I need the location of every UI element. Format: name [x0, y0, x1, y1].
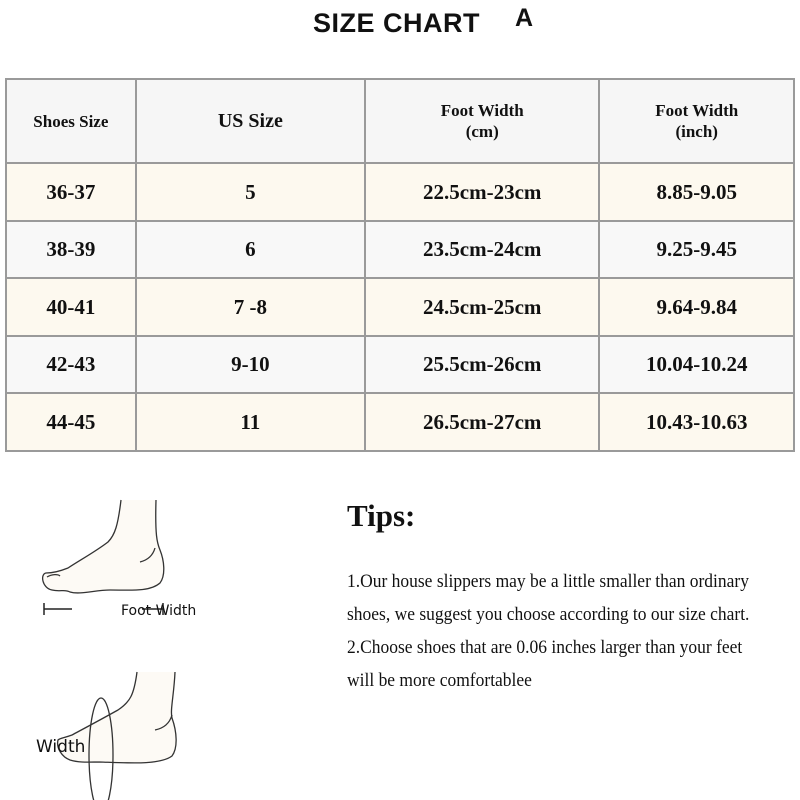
- header-foot-width-inch: Foot Width (inch): [598, 78, 795, 164]
- cell-foot-width-cm: 22.5cm-23cm: [364, 162, 601, 222]
- foot-side-icon: [41, 499, 165, 594]
- cell-shoes-size: 40-41: [5, 277, 137, 337]
- foot-diagrams: [41, 499, 177, 800]
- header-foot-width-cm: Foot Width (cm): [364, 78, 601, 164]
- tips-heading: Tips:: [347, 498, 416, 533]
- table-row: 38-39 6 23.5cm-24cm 9.25-9.45: [5, 220, 795, 279]
- cell-shoes-size: 44-45: [5, 392, 137, 452]
- cell-us-size: 7 -8: [134, 277, 367, 337]
- foot-circumference-icon: [56, 671, 177, 800]
- cell-foot-width-inch: 10.04-10.24: [598, 335, 795, 394]
- cell-foot-width-inch: 9.64-9.84: [598, 277, 795, 337]
- foot-width-dimension: [43, 603, 164, 615]
- cell-us-size: 11: [134, 392, 367, 452]
- tips-text: 1.Our house slippers may be a little sma…: [347, 565, 752, 697]
- size-table: Shoes Size US Size Foot Width (cm) Foot W…: [5, 78, 795, 452]
- cell-us-size: 9-10: [134, 335, 367, 394]
- tip-2: 2.Choose shoes that are 0.06 inches larg…: [347, 637, 743, 691]
- cell-us-size: 5: [134, 162, 367, 222]
- tip-1: 1.Our house slippers may be a little sma…: [347, 571, 750, 625]
- cell-foot-width-inch: 10.43-10.63: [598, 392, 795, 452]
- table-row: 42-43 9-10 25.5cm-26cm 10.04-10.24: [5, 335, 795, 394]
- table-header-row: Shoes Size US Size Foot Width (cm) Foot W…: [5, 78, 795, 164]
- cell-shoes-size: 38-39: [5, 220, 137, 279]
- cell-foot-width-cm: 26.5cm-27cm: [364, 392, 601, 452]
- title-mark: A: [515, 4, 534, 32]
- table-row: 36-37 5 22.5cm-23cm 8.85-9.05: [5, 162, 795, 222]
- header-us-size: US Size: [134, 78, 367, 164]
- cell-foot-width-inch: 9.25-9.45: [598, 220, 795, 279]
- cell-foot-width-cm: 23.5cm-24cm: [364, 220, 601, 279]
- table-row: 44-45 11 26.5cm-27cm 10.43-10.63: [5, 392, 795, 452]
- title-text: SIZE CHART: [313, 8, 480, 38]
- cell-foot-width-cm: 24.5cm-25cm: [364, 277, 601, 337]
- cell-foot-width-cm: 25.5cm-26cm: [364, 335, 601, 394]
- cell-shoes-size: 36-37: [5, 162, 137, 222]
- foot-width-label: Foot Width: [121, 603, 197, 619]
- header-shoes-size: Shoes Size: [5, 78, 137, 164]
- cell-us-size: 6: [134, 220, 367, 279]
- table-row: 40-41 7 -8 24.5cm-25cm 9.64-9.84: [5, 277, 795, 337]
- cell-foot-width-inch: 8.85-9.05: [598, 162, 795, 222]
- cell-shoes-size: 42-43: [5, 335, 137, 394]
- width-label: Width: [36, 737, 86, 757]
